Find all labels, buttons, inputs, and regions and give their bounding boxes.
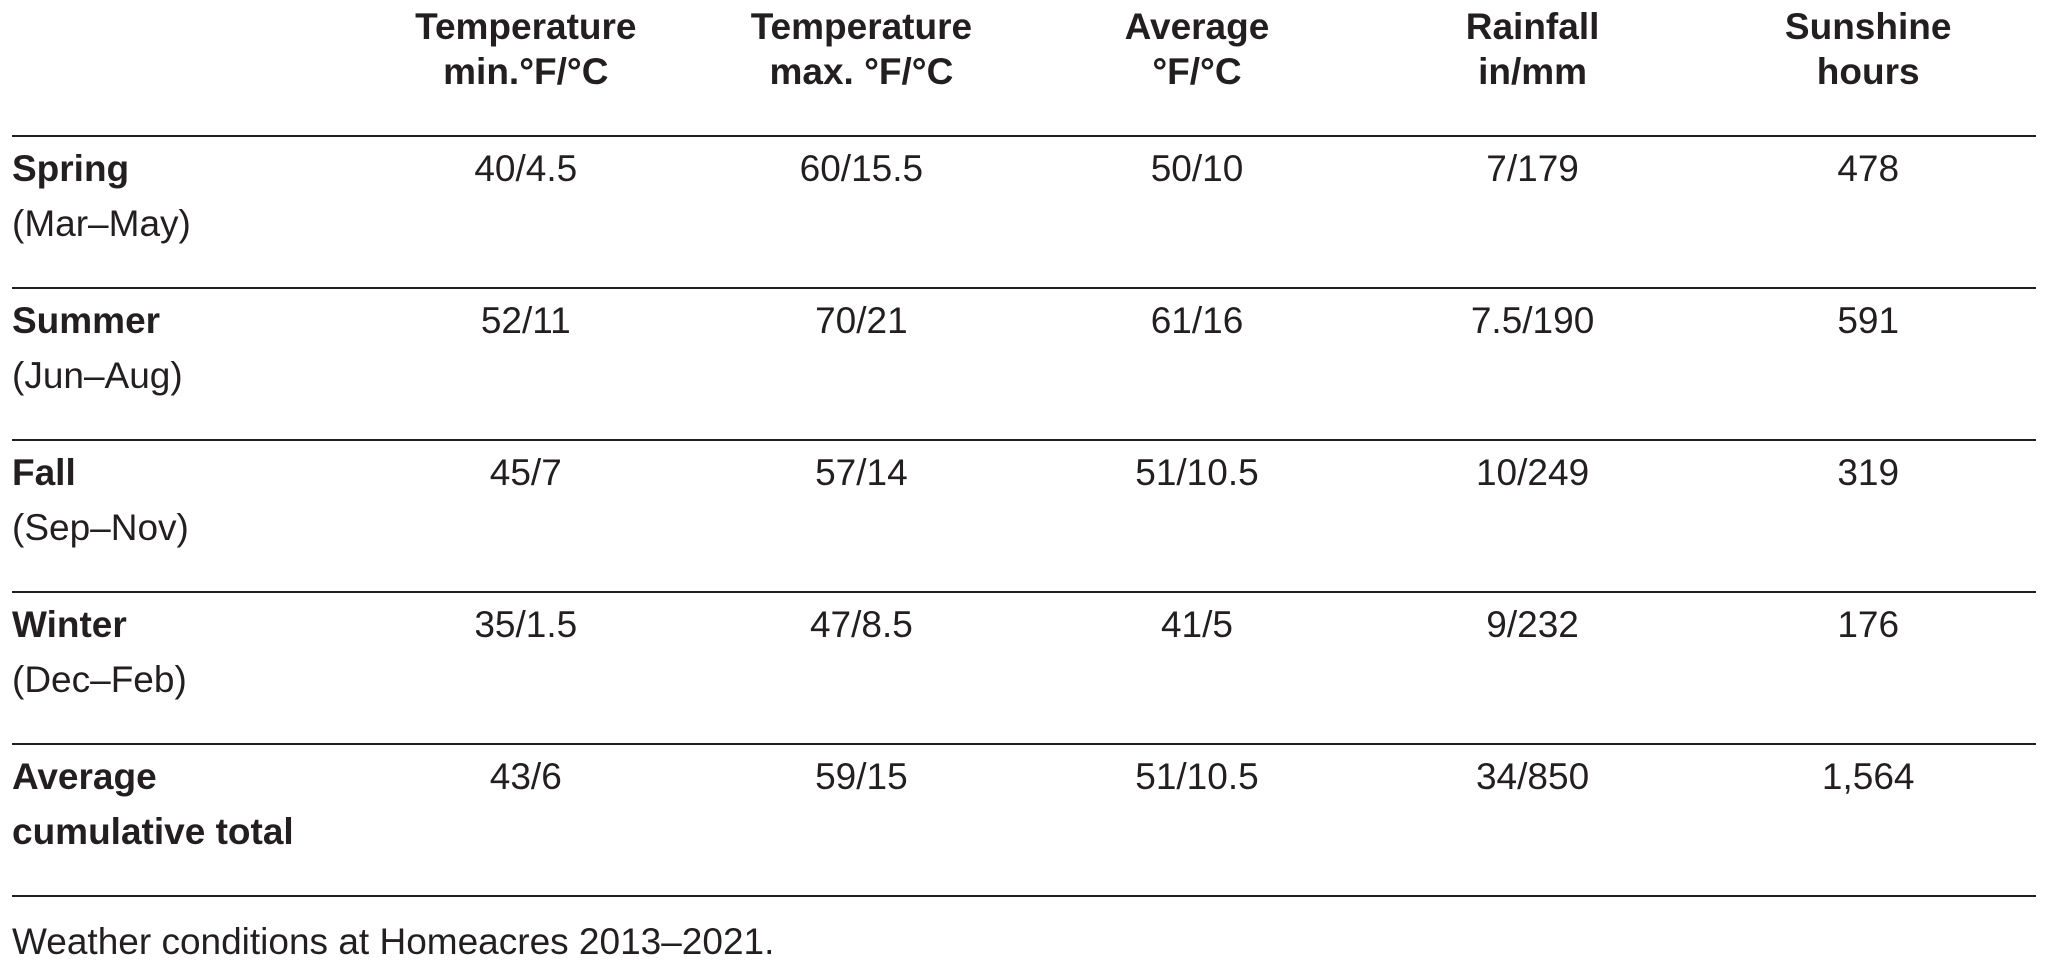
weather-table: Temperature min.°F/°C Temperature max. °F/…: [12, 0, 2036, 897]
row-sublabel: (Sep–Nov): [12, 507, 189, 548]
table-cell: 591: [1700, 288, 2036, 441]
column-header-rainfall: Rainfall in/mm: [1364, 0, 1701, 137]
row-label: Average: [12, 756, 157, 797]
table-cell: 51/10.5: [1029, 440, 1365, 593]
table-cell: 61/16: [1029, 288, 1365, 441]
table-cell: 176: [1700, 592, 2036, 745]
table-cell: 35/1.5: [358, 592, 694, 745]
row-sublabel: (Jun–Aug): [12, 355, 183, 396]
column-header-line1: Average: [1124, 6, 1270, 47]
table-body: Spring (Mar–May) 40/4.5 60/15.5 50/10 7/1…: [12, 136, 2036, 897]
table-cell: 50/10: [1029, 136, 1365, 289]
header-row: Temperature min.°F/°C Temperature max. °F/…: [12, 0, 2036, 137]
table-cell: 34/850: [1364, 744, 1701, 897]
table-cell: 45/7: [358, 440, 694, 593]
row-label: Winter: [12, 604, 127, 645]
table-cell: 10/249: [1364, 440, 1701, 593]
column-header-temp-min: Temperature min.°F/°C: [358, 0, 694, 137]
table-cell: 319: [1700, 440, 2036, 593]
column-header-line1: Sunshine: [1784, 6, 1952, 47]
header-corner-cell: [12, 0, 358, 137]
column-header-line2: °F/°C: [1152, 51, 1242, 92]
table-cell: 52/11: [358, 288, 694, 441]
table-row-spring: Spring (Mar–May) 40/4.5 60/15.5 50/10 7/1…: [12, 136, 2036, 289]
table-row-summer: Summer (Jun–Aug) 52/11 70/21 61/16 7.5/19…: [12, 288, 2036, 441]
table-cell: 43/6: [358, 744, 694, 897]
row-label-cell: Winter (Dec–Feb): [12, 592, 358, 745]
column-header-line1: Temperature: [415, 6, 637, 47]
table-row-fall: Fall (Sep–Nov) 45/7 57/14 51/10.5 10/249 …: [12, 440, 2036, 593]
column-header-line1: Rainfall: [1465, 6, 1600, 47]
row-sublabel: (Dec–Feb): [12, 659, 187, 700]
row-label-cell: Summer (Jun–Aug): [12, 288, 358, 441]
row-label-cell: Average cumulative total: [12, 744, 358, 897]
table-cell: 40/4.5: [358, 136, 694, 289]
column-header-sunshine: Sunshine hours: [1700, 0, 2036, 137]
table-cell: 478: [1700, 136, 2036, 289]
column-header-line2: max. °F/°C: [769, 51, 954, 92]
row-label-cell: Spring (Mar–May): [12, 136, 358, 289]
row-label: Spring: [12, 148, 130, 189]
table-cell: 70/21: [693, 288, 1030, 441]
column-header-line2: in/mm: [1478, 51, 1588, 92]
table-cell: 51/10.5: [1029, 744, 1365, 897]
column-header-line2: hours: [1816, 51, 1920, 92]
table-cell: 7.5/190: [1364, 288, 1701, 441]
table-cell: 41/5: [1029, 592, 1365, 745]
row-sublabel: cumulative total: [12, 811, 294, 852]
table-row-average: Average cumulative total 43/6 59/15 51/10…: [12, 744, 2036, 897]
table-cell: 9/232: [1364, 592, 1701, 745]
table-cell: 47/8.5: [693, 592, 1030, 745]
table-caption: Weather conditions at Homeacres 2013–202…: [12, 921, 775, 962]
column-header-line1: Temperature: [750, 6, 973, 47]
table-header: Temperature min.°F/°C Temperature max. °F/…: [12, 0, 2036, 137]
table-cell: 59/15: [693, 744, 1030, 897]
row-sublabel: (Mar–May): [12, 203, 191, 244]
column-header-temp-max: Temperature max. °F/°C: [693, 0, 1030, 137]
row-label: Fall: [12, 452, 76, 493]
column-header-average: Average °F/°C: [1029, 0, 1365, 137]
row-label: Summer: [12, 300, 161, 341]
column-header-line2: min.°F/°C: [443, 51, 609, 92]
table-cell: 60/15.5: [693, 136, 1030, 289]
table-row-winter: Winter (Dec–Feb) 35/1.5 47/8.5 41/5 9/232…: [12, 592, 2036, 745]
table-cell: 7/179: [1364, 136, 1701, 289]
table-cell: 57/14: [693, 440, 1030, 593]
row-label-cell: Fall (Sep–Nov): [12, 440, 358, 593]
table-cell: 1,564: [1700, 744, 2036, 897]
